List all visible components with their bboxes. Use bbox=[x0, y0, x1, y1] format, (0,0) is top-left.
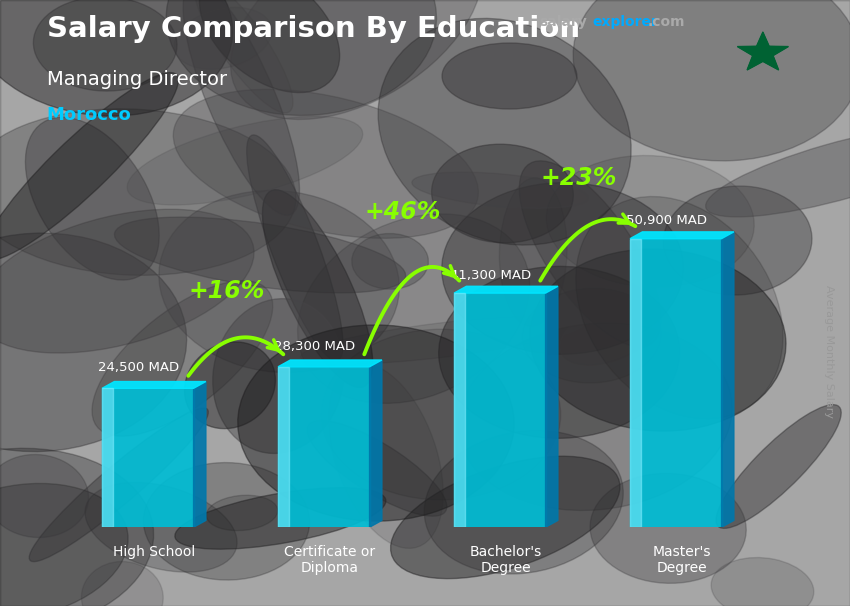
Ellipse shape bbox=[711, 558, 813, 606]
Ellipse shape bbox=[0, 233, 187, 451]
Text: Morocco: Morocco bbox=[47, 106, 132, 124]
Text: Certificate or
Diploma: Certificate or Diploma bbox=[285, 545, 376, 575]
Ellipse shape bbox=[412, 172, 588, 208]
Ellipse shape bbox=[298, 214, 530, 404]
Ellipse shape bbox=[246, 135, 343, 361]
Ellipse shape bbox=[439, 267, 680, 438]
Ellipse shape bbox=[378, 18, 632, 245]
Ellipse shape bbox=[352, 233, 428, 289]
Ellipse shape bbox=[173, 89, 479, 238]
Text: High School: High School bbox=[113, 545, 196, 559]
Polygon shape bbox=[102, 382, 206, 388]
Ellipse shape bbox=[522, 288, 661, 383]
Ellipse shape bbox=[183, 0, 299, 215]
Polygon shape bbox=[454, 293, 546, 527]
Polygon shape bbox=[454, 286, 558, 293]
Ellipse shape bbox=[0, 109, 296, 275]
Text: explorer: explorer bbox=[592, 15, 658, 29]
Ellipse shape bbox=[0, 0, 233, 116]
Ellipse shape bbox=[0, 448, 154, 606]
Ellipse shape bbox=[263, 190, 372, 387]
Polygon shape bbox=[278, 367, 289, 527]
Ellipse shape bbox=[184, 342, 275, 428]
Text: +23%: +23% bbox=[541, 166, 617, 190]
Text: Salary Comparison By Education: Salary Comparison By Education bbox=[47, 15, 580, 43]
Polygon shape bbox=[630, 239, 641, 527]
Polygon shape bbox=[102, 388, 194, 527]
Ellipse shape bbox=[307, 421, 447, 516]
Ellipse shape bbox=[321, 329, 561, 500]
Polygon shape bbox=[722, 232, 734, 527]
Polygon shape bbox=[278, 360, 382, 367]
Polygon shape bbox=[454, 293, 465, 527]
Text: +16%: +16% bbox=[189, 279, 265, 303]
Ellipse shape bbox=[716, 405, 842, 528]
Ellipse shape bbox=[530, 249, 786, 431]
Ellipse shape bbox=[547, 156, 754, 287]
Ellipse shape bbox=[458, 323, 733, 510]
Ellipse shape bbox=[424, 430, 623, 574]
Polygon shape bbox=[194, 382, 206, 527]
Ellipse shape bbox=[85, 482, 237, 572]
Ellipse shape bbox=[706, 125, 850, 217]
Ellipse shape bbox=[442, 182, 683, 355]
Ellipse shape bbox=[590, 473, 746, 584]
Polygon shape bbox=[370, 360, 382, 527]
Ellipse shape bbox=[175, 488, 386, 549]
Ellipse shape bbox=[0, 73, 178, 260]
Ellipse shape bbox=[391, 456, 620, 579]
Text: Master's
Degree: Master's Degree bbox=[653, 545, 711, 575]
Ellipse shape bbox=[663, 186, 812, 295]
Text: 50,900 MAD: 50,900 MAD bbox=[626, 215, 707, 227]
Ellipse shape bbox=[0, 484, 128, 606]
Ellipse shape bbox=[559, 302, 659, 365]
Polygon shape bbox=[102, 388, 112, 527]
Ellipse shape bbox=[575, 196, 783, 419]
Ellipse shape bbox=[174, 7, 272, 69]
Text: 24,500 MAD: 24,500 MAD bbox=[99, 361, 179, 374]
Polygon shape bbox=[738, 32, 788, 70]
Text: Managing Director: Managing Director bbox=[47, 70, 227, 88]
Text: Average Monthly Salary: Average Monthly Salary bbox=[824, 285, 834, 418]
Text: salary: salary bbox=[540, 15, 587, 29]
Ellipse shape bbox=[26, 117, 159, 280]
Ellipse shape bbox=[167, 0, 437, 115]
Ellipse shape bbox=[432, 144, 574, 243]
Ellipse shape bbox=[0, 209, 254, 353]
Polygon shape bbox=[546, 286, 558, 527]
Ellipse shape bbox=[29, 408, 208, 562]
Ellipse shape bbox=[128, 116, 363, 205]
Ellipse shape bbox=[499, 178, 567, 326]
Ellipse shape bbox=[442, 43, 577, 109]
Ellipse shape bbox=[33, 0, 177, 91]
Text: Bachelor's
Degree: Bachelor's Degree bbox=[470, 545, 542, 575]
Ellipse shape bbox=[92, 281, 273, 436]
Ellipse shape bbox=[573, 0, 850, 161]
Ellipse shape bbox=[238, 325, 514, 521]
Ellipse shape bbox=[519, 161, 661, 347]
Polygon shape bbox=[278, 367, 370, 527]
Text: 41,300 MAD: 41,300 MAD bbox=[450, 268, 531, 282]
Polygon shape bbox=[630, 232, 734, 239]
Ellipse shape bbox=[144, 462, 309, 580]
Ellipse shape bbox=[159, 190, 400, 373]
Ellipse shape bbox=[328, 363, 443, 548]
Ellipse shape bbox=[0, 454, 88, 538]
Text: 28,300 MAD: 28,300 MAD bbox=[275, 339, 355, 353]
Ellipse shape bbox=[212, 299, 344, 453]
Ellipse shape bbox=[207, 495, 278, 531]
Ellipse shape bbox=[200, 0, 340, 93]
Ellipse shape bbox=[115, 217, 405, 293]
Ellipse shape bbox=[82, 562, 163, 606]
Text: +46%: +46% bbox=[365, 200, 441, 224]
Ellipse shape bbox=[230, 0, 482, 119]
Ellipse shape bbox=[194, 0, 293, 113]
Text: .com: .com bbox=[648, 15, 685, 29]
Ellipse shape bbox=[300, 316, 585, 364]
Polygon shape bbox=[630, 239, 722, 527]
